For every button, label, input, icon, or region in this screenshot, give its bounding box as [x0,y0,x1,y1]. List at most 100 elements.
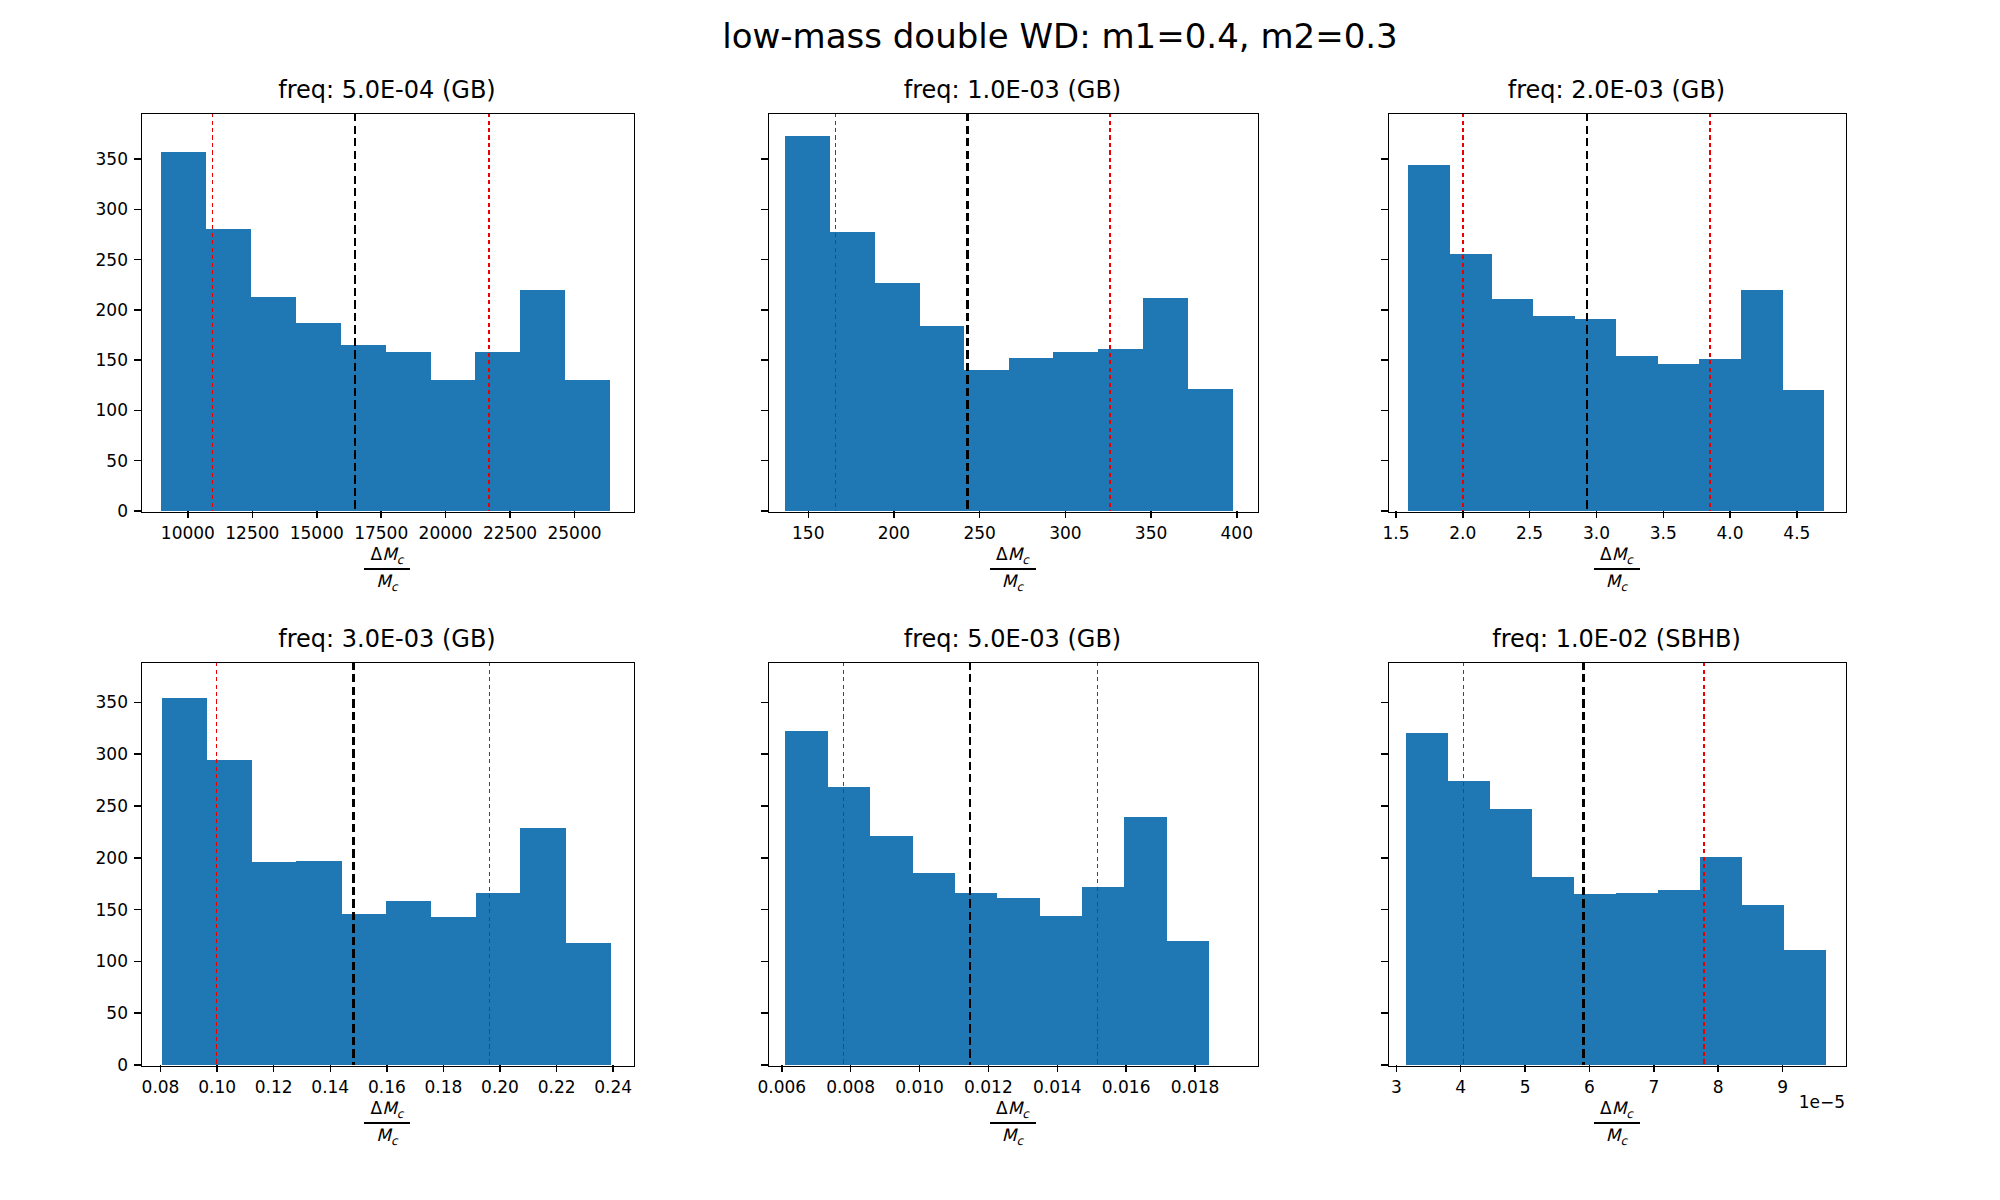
x-axis-label: ΔMc Mc [337,544,437,594]
hist-bar [1782,390,1824,511]
y-tick-label: 350 [64,691,128,713]
y-tick-label: 150 [64,349,128,371]
y-tick-mark [761,702,768,704]
y-tick-mark [761,1012,768,1014]
xlabel-numerator: ΔMc [1567,544,1667,567]
x-tick-label: 0.018 [1150,1076,1240,1098]
hist-bar [162,698,207,1065]
x-tick-mark [187,511,189,518]
y-tick-mark [1381,702,1388,704]
percentile-line [1462,113,1463,511]
x-tick-mark [386,1065,388,1072]
hist-bar [997,898,1040,1065]
hist-bar [964,370,1009,511]
fraction-bar [990,568,1036,570]
hist-bar [1082,887,1125,1065]
hist-bar [386,901,431,1065]
hist-bar [340,345,385,511]
figure-title: low-mass double WD: m1=0.4, m2=0.3 [560,16,1560,56]
hist-bar [250,297,295,511]
x-tick-label: 400 [1192,522,1282,544]
y-tick-mark [1381,209,1388,211]
y-tick-mark [1381,158,1388,160]
x-tick-mark [216,1065,218,1072]
x-tick-mark [316,511,318,518]
y-tick-mark [761,309,768,311]
hist-bar [1574,894,1616,1065]
x-tick-mark [252,511,254,518]
x-tick-mark [893,511,895,518]
x-tick-mark [1460,1065,1462,1072]
percentile-line [1097,662,1098,1065]
hist-bar [520,290,565,511]
axis-offset-label: 1e−5 [1735,1091,1845,1113]
percentile-line [489,662,490,1065]
y-tick-mark [134,961,141,963]
x-tick-mark [1717,1065,1719,1072]
y-tick-mark [761,359,768,361]
hist-bar [252,862,297,1065]
y-tick-mark [761,805,768,807]
y-tick-mark [761,1064,768,1066]
y-tick-label: 50 [64,450,128,472]
y-tick-mark [134,510,141,512]
percentile-line [843,662,844,1065]
y-tick-mark [1381,359,1388,361]
xlabel-denominator: Mc [963,571,1063,594]
x-tick-mark [1396,1065,1398,1072]
hist-bar [430,380,475,511]
y-tick-mark [761,909,768,911]
fraction-bar [364,568,410,570]
subplot-title-4: freq: 5.0E-03 (GB) [768,625,1257,657]
y-tick-mark [1381,961,1388,963]
y-tick-label: 0 [64,500,128,522]
x-axis-label: ΔMc Mc [1567,544,1667,594]
hist-bar [828,787,871,1065]
x-tick-mark [850,1065,852,1072]
y-tick-mark [134,702,141,704]
hist-bar [919,326,964,511]
x-tick-label: 300 [1020,522,1110,544]
x-axis-label: ΔMc Mc [963,544,1063,594]
x-tick-label: 150 [763,522,853,544]
y-tick-label: 350 [64,148,128,170]
hist-bar [1616,356,1658,511]
hist-bar [1532,877,1574,1065]
x-tick-mark [1663,511,1665,518]
y-tick-mark [134,259,141,261]
y-tick-mark [761,158,768,160]
y-tick-mark [761,857,768,859]
y-tick-mark [1381,309,1388,311]
y-tick-mark [1381,909,1388,911]
x-tick-label: 25000 [529,522,619,544]
x-tick-mark [1150,511,1152,518]
hist-bar [1699,359,1741,511]
y-tick-mark [134,909,141,911]
subplot-title-2: freq: 2.0E-03 (GB) [1388,76,1845,108]
hist-bar [830,232,875,511]
hist-bar [1039,916,1082,1065]
xlabel-numerator: ΔMc [337,544,437,567]
xlabel-numerator: ΔMc [1567,1098,1667,1121]
x-axis-label: ΔMc Mc [963,1098,1063,1148]
percentile-line [216,662,217,1065]
y-tick-mark [761,510,768,512]
percentile-line [1703,662,1704,1065]
hist-bar [520,828,565,1065]
y-tick-mark [1381,753,1388,755]
y-tick-mark [134,1012,141,1014]
hist-bar [955,893,998,1065]
y-tick-mark [761,410,768,412]
y-tick-label: 300 [64,198,128,220]
xlabel-denominator: Mc [1567,571,1667,594]
x-tick-mark [808,511,810,518]
y-tick-mark [1381,1064,1388,1066]
hist-bar [385,352,430,511]
y-tick-label: 250 [64,795,128,817]
y-tick-mark [761,259,768,261]
x-tick-mark [445,511,447,518]
percentile-line [212,113,213,511]
hist-bar [1741,290,1783,511]
y-tick-label: 300 [64,743,128,765]
y-tick-mark [761,961,768,963]
